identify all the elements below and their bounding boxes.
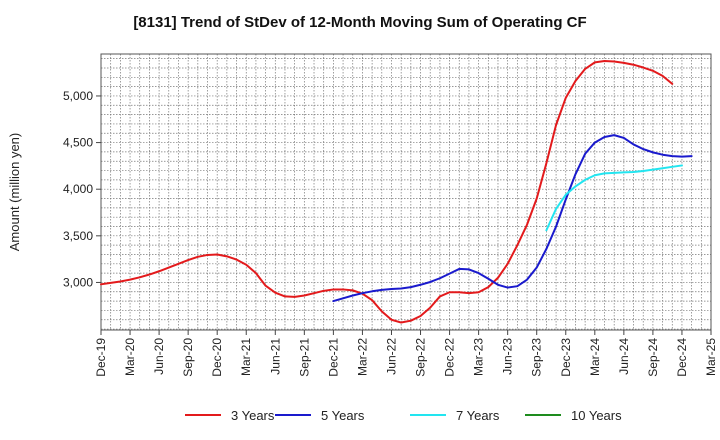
x-tick-label: Jun-23 [501, 338, 515, 375]
y-tick-label: 4,000 [63, 182, 93, 196]
x-tick-label: Sep-22 [414, 338, 428, 377]
x-tick-label: Dec-22 [443, 338, 457, 377]
x-tick-label: Mar-24 [588, 338, 602, 376]
legend-swatch [410, 414, 446, 416]
legend-item-10-years: 10 Years [525, 405, 622, 425]
y-axis-title: Amount (million yen) [7, 133, 22, 252]
legend-item-7-years: 7 Years [410, 405, 499, 425]
x-tick-label: Sep-23 [530, 338, 544, 377]
x-tick-label: Dec-19 [94, 338, 108, 377]
grid-layer [101, 54, 711, 330]
x-tick-label: Sep-24 [646, 338, 660, 377]
x-tick-label: Jun-24 [617, 338, 631, 375]
x-tick-label: Dec-21 [326, 338, 340, 377]
legend-swatch [275, 414, 311, 416]
series-line-3-years [100, 59, 674, 324]
series-line-7-years [545, 164, 683, 232]
x-tick-label: Jun-22 [384, 338, 398, 375]
legend-label: 10 Years [571, 407, 622, 423]
x-tick-label: Dec-20 [210, 338, 224, 377]
legend-label: 7 Years [456, 407, 500, 423]
legend-swatch [525, 414, 561, 416]
x-tick-label: Jun-20 [152, 338, 166, 375]
y-tick-label: 3,500 [63, 229, 93, 243]
legend-swatch [185, 414, 221, 416]
y-tick-layer: 3,000 3,500 4,000 4,500 5,000 [63, 89, 101, 289]
y-tick-label: 4,500 [63, 136, 93, 150]
x-tick-label: Mar-22 [355, 338, 369, 376]
plot-frame [100, 53, 712, 331]
x-tick-label: Dec-24 [675, 338, 689, 377]
series-line-5-years [332, 134, 693, 303]
legend-item-5-years: 5 Years [275, 405, 364, 425]
x-tick-label: Dec-23 [559, 338, 573, 377]
y-tick-label: 5,000 [63, 89, 93, 103]
x-tick-label: Mar-25 [704, 338, 718, 376]
x-tick-label: Sep-20 [181, 338, 195, 377]
x-tick-label: Jun-21 [268, 338, 282, 375]
y-tick-label: 3,000 [63, 275, 93, 289]
x-tick-label: Sep-21 [297, 338, 311, 377]
legend: 3 Years 5 Years 7 Years 10 Years [0, 405, 720, 425]
legend-item-3-years: 3 Years [185, 405, 274, 425]
legend-label: 5 Years [321, 407, 365, 423]
chart-title: [8131] Trend of StDev of 12-Month Moving… [133, 14, 587, 31]
series-layer [100, 59, 693, 324]
x-tick-label: Mar-20 [123, 338, 137, 376]
legend-label: 3 Years [231, 407, 275, 423]
x-tick-label: Mar-23 [472, 338, 486, 376]
x-tick-label: Mar-21 [239, 338, 253, 376]
x-tick-layer: Dec-19 Mar-20 Jun-20 Sep-20 Dec-20 Mar-21 Jun-… [94, 330, 718, 377]
